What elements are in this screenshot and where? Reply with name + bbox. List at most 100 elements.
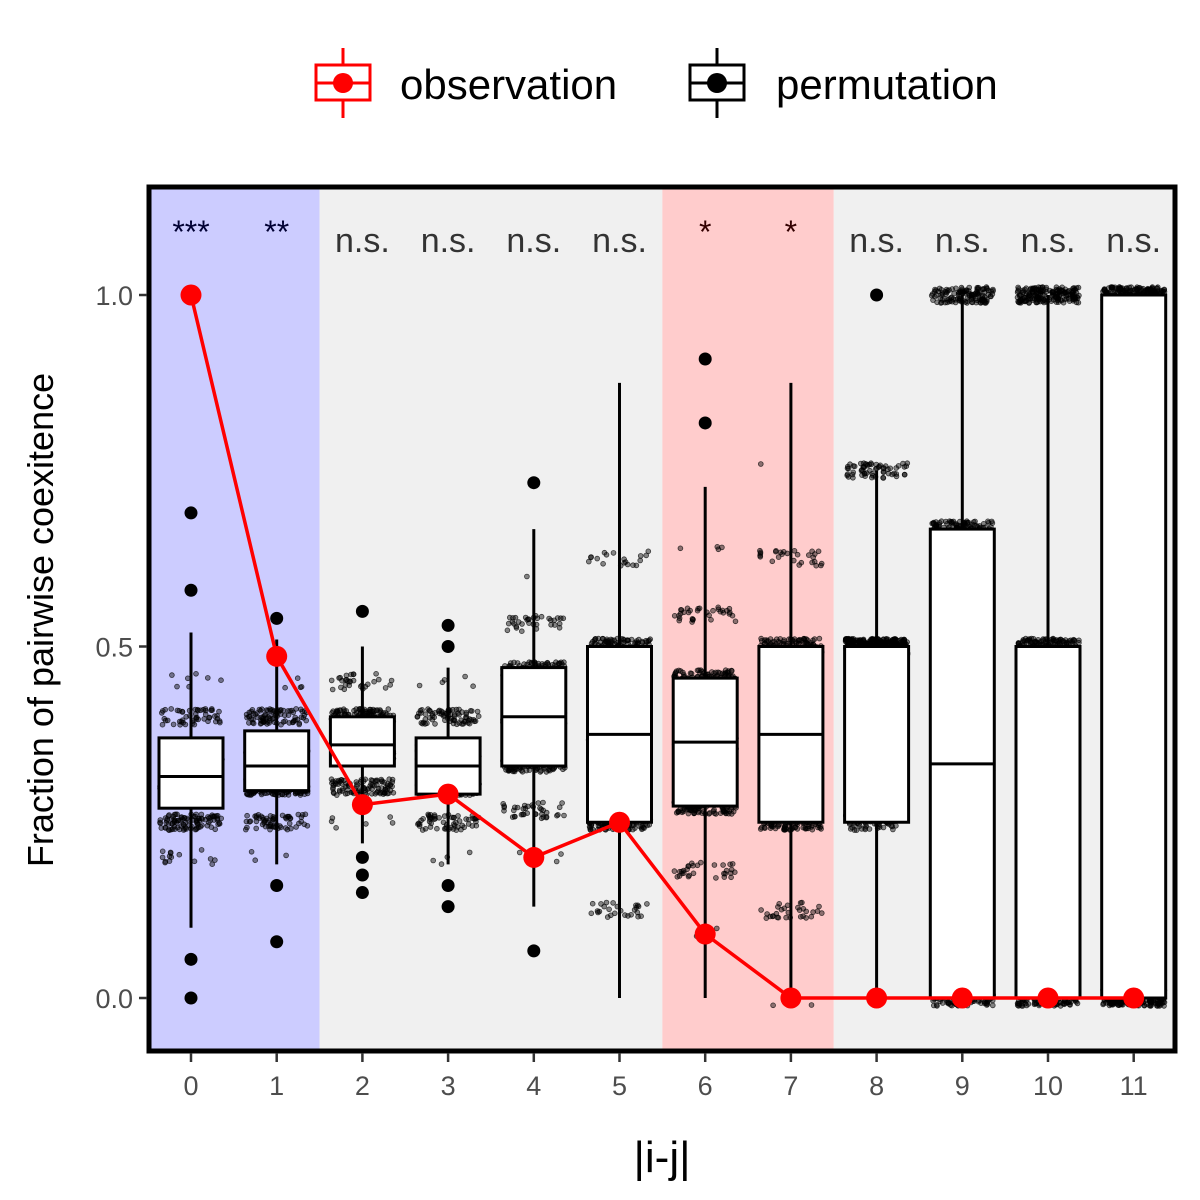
jitter-point <box>631 907 638 913</box>
jitter-point <box>849 639 856 645</box>
jitter-point <box>471 718 478 725</box>
jitter-point <box>516 849 523 856</box>
jitter-point <box>599 635 606 642</box>
jitter-point <box>333 824 339 831</box>
jitter-point <box>244 824 250 831</box>
jitter-point <box>600 560 606 567</box>
jitter-point <box>713 875 719 881</box>
jitter-point <box>558 851 564 857</box>
jitter-point <box>208 824 215 830</box>
jitter-point <box>781 825 788 832</box>
jitter-point <box>722 870 728 877</box>
jitter-point <box>685 863 691 869</box>
jitter-point <box>861 464 867 471</box>
jitter-point <box>817 823 824 830</box>
jitter-point <box>676 615 683 621</box>
jitter-point <box>414 714 421 720</box>
jitter-point <box>524 810 530 816</box>
legend-label-observation: observation <box>400 61 617 108</box>
jitter-point <box>537 805 543 811</box>
jitter-point <box>416 821 423 827</box>
jitter-point <box>195 824 202 831</box>
jitter-point <box>777 549 784 556</box>
jitter-point <box>880 636 887 643</box>
jitter-point <box>518 628 525 634</box>
jitter-point <box>772 825 779 832</box>
jitter-point <box>505 620 512 627</box>
jitter-point <box>628 636 635 643</box>
jitter-point <box>561 812 567 819</box>
jitter-point <box>763 915 770 921</box>
jitter-point <box>200 706 207 713</box>
jitter-point <box>808 913 815 920</box>
jitter-point <box>791 547 798 554</box>
jitter-point <box>792 824 799 831</box>
jitter-point <box>466 849 473 856</box>
jitter-point <box>198 847 205 853</box>
jitter-point <box>328 677 335 684</box>
jitter-point <box>384 781 391 787</box>
jitter-point <box>685 609 692 616</box>
jitter-point <box>369 785 375 792</box>
jitter-point <box>172 826 178 832</box>
jitter-point <box>850 469 856 476</box>
jitter-point <box>450 826 457 832</box>
jitter-point <box>645 548 652 555</box>
jitter-point <box>161 715 168 722</box>
jitter-point <box>284 826 291 833</box>
jitter-point <box>781 905 788 912</box>
jitter-point <box>639 823 645 829</box>
jitter-point <box>680 808 687 815</box>
jitter-point <box>633 902 639 909</box>
jitter-point <box>893 471 900 477</box>
jitter-point <box>526 767 533 773</box>
jitter-point <box>893 465 899 471</box>
jitter-point <box>422 711 429 717</box>
jitter-point <box>594 908 601 914</box>
band-1 <box>319 187 663 1051</box>
jitter-point <box>194 706 201 713</box>
jitter-point <box>463 816 469 822</box>
jitter-point <box>713 925 720 932</box>
jitter-point <box>644 901 650 907</box>
jitter-point <box>303 717 310 724</box>
jitter-point <box>515 619 522 625</box>
jitter-point <box>474 708 481 715</box>
jitter-point <box>429 713 436 719</box>
jitter-point <box>246 714 252 720</box>
jitter-point <box>266 817 272 823</box>
jitter-point <box>534 615 541 622</box>
jitter-point <box>774 914 781 921</box>
jitter-point <box>810 554 816 561</box>
jitter-point <box>171 819 178 825</box>
jitter-point <box>416 682 423 689</box>
jitter-point <box>858 826 865 832</box>
jitter-point <box>426 707 433 714</box>
jitter-point <box>800 905 807 912</box>
jitter-point <box>606 906 612 913</box>
jitter-point <box>328 776 335 782</box>
jitter-point <box>696 605 703 612</box>
jitter-point <box>511 813 518 820</box>
jitter-point <box>500 800 507 807</box>
jitter-point <box>540 799 546 806</box>
jitter-point <box>622 559 629 565</box>
jitter-point <box>364 681 371 688</box>
jitter-point <box>610 900 616 906</box>
jitter-point <box>371 678 377 685</box>
jitter-point <box>467 707 474 714</box>
jitter-point <box>686 872 692 879</box>
jitter-point <box>438 708 445 714</box>
jitter-point <box>728 811 735 817</box>
jitter-point <box>387 814 394 820</box>
jitter-point <box>462 673 468 680</box>
jitter-point <box>610 550 617 556</box>
jitter-point <box>887 465 894 472</box>
jitter-point <box>292 717 298 724</box>
jitter-point <box>882 463 889 469</box>
jitter-point <box>420 815 426 822</box>
jitter-point <box>757 547 763 554</box>
band-2 <box>662 187 834 1051</box>
jitter-point <box>462 714 469 721</box>
